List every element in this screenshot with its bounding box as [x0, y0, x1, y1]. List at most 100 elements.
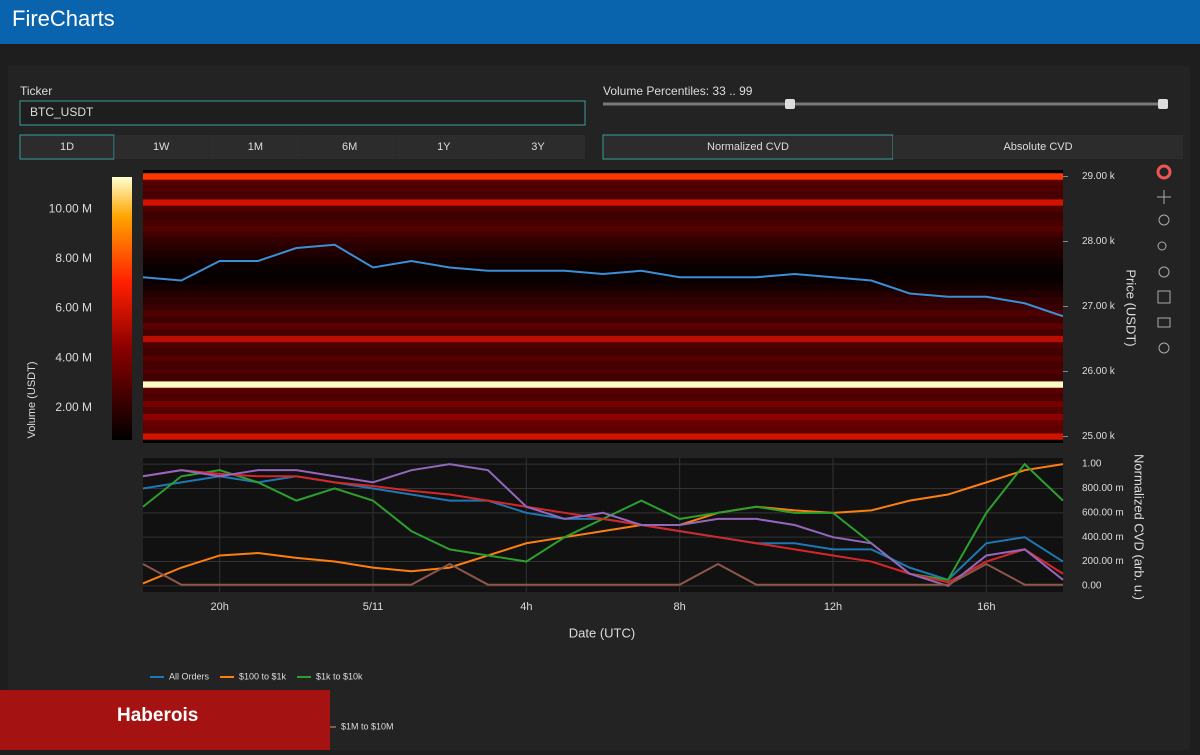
- heatmap-row: [143, 303, 1063, 310]
- pan-icon[interactable]: [1157, 190, 1171, 204]
- legend-label[interactable]: $1M to $10M: [341, 721, 394, 731]
- colorbar-tick-label: 6.00 M: [55, 301, 92, 315]
- heatmap-row: [143, 407, 1063, 414]
- range-button[interactable]: [19, 134, 115, 160]
- heatmap-row: [143, 179, 1063, 187]
- heatmap-row: [143, 335, 1063, 343]
- reset-icon[interactable]: [1158, 266, 1170, 278]
- hover-icon[interactable]: [1157, 317, 1171, 328]
- y-tick-label: 200.00 m: [1082, 556, 1124, 567]
- ticker-value: BTC_USDT: [30, 105, 94, 119]
- legend-label[interactable]: All Orders: [169, 671, 210, 681]
- compare-icon[interactable]: [1157, 241, 1167, 251]
- y-axis-title: Price (USDT): [1124, 269, 1139, 346]
- modebar: [1156, 164, 1172, 354]
- heatmap-row: [143, 394, 1063, 401]
- heatmap-row: [143, 238, 1063, 245]
- y-tick-label: 0.00: [1082, 581, 1102, 592]
- heatmap-row: [143, 368, 1063, 375]
- cvd-button-label: Absolute CVD: [1003, 141, 1072, 153]
- heatmap-row: [143, 342, 1063, 349]
- ticker-label: Ticker: [20, 84, 52, 98]
- y-tick-label: 800.00 m: [1082, 483, 1124, 494]
- cvd-button[interactable]: [893, 135, 1183, 159]
- zoom-icon[interactable]: [1158, 214, 1170, 226]
- y-tick-label: 1.00: [1082, 459, 1102, 470]
- range-button[interactable]: [114, 135, 209, 159]
- colorbar-tick-label: 2.00 M: [55, 400, 92, 414]
- cvd-bg: [143, 458, 1063, 592]
- heatmap-row: [143, 316, 1063, 323]
- range-button-label: 1Y: [437, 141, 451, 153]
- slider-handle[interactable]: [785, 99, 795, 109]
- x-tick-label: 16h: [977, 601, 995, 613]
- range-button[interactable]: [396, 135, 491, 159]
- range-button-label: 1D: [60, 141, 74, 153]
- heatmap-row: [143, 361, 1063, 369]
- heatmap-row: [143, 381, 1063, 388]
- watermark: Haberois: [117, 705, 198, 726]
- watermark-bar: [0, 690, 330, 750]
- heatmap-row: [143, 251, 1063, 258]
- heatmap-row: [143, 173, 1063, 180]
- heatmap-row: [143, 309, 1063, 317]
- heatmap-row: [143, 283, 1063, 291]
- y-tick-label: 27.00 k: [1082, 301, 1116, 312]
- heatmap-row: [143, 225, 1063, 232]
- logo-icon: [1156, 164, 1172, 180]
- y-axis-title: Normalized CVD (arb. u.): [1132, 454, 1147, 600]
- ticker-input[interactable]: [19, 100, 586, 126]
- cvd-button[interactable]: [602, 134, 894, 160]
- y-tick-label: 28.00 k: [1082, 236, 1116, 247]
- y-tick-label: 600.00 m: [1082, 507, 1124, 518]
- heatmap-row: [143, 212, 1063, 219]
- y-tick-label: 400.00 m: [1082, 532, 1124, 543]
- spike-icon[interactable]: [1158, 342, 1170, 354]
- range-button-label: 3Y: [531, 141, 545, 153]
- app-title: FireCharts: [12, 6, 115, 31]
- heatmap-row: [143, 192, 1063, 200]
- legend-label[interactable]: $100 to $1k: [239, 671, 287, 681]
- y-tick-label: 25.00 k: [1082, 431, 1116, 442]
- x-tick-label: 20h: [210, 601, 228, 613]
- heatmap-row: [143, 218, 1063, 226]
- heatmap-row: [143, 277, 1063, 284]
- y-tick-label: 26.00 k: [1082, 366, 1116, 377]
- cvd-button-label: Normalized CVD: [707, 141, 789, 153]
- x-tick-label: 5/11: [363, 601, 384, 613]
- colorbar-title: Volume (USDT): [26, 361, 38, 438]
- x-axis-title: Date (UTC): [569, 625, 635, 640]
- range-button[interactable]: [302, 135, 397, 159]
- x-tick-label: 4h: [520, 601, 532, 613]
- range-button[interactable]: [208, 135, 303, 159]
- heatmap-row: [143, 413, 1063, 421]
- cvd-line: [142, 463, 1064, 588]
- heatmap-row: [143, 244, 1063, 252]
- legend-label[interactable]: $1k to $10k: [316, 671, 363, 681]
- heatmap-row: [143, 199, 1063, 206]
- heatmap-row: [143, 426, 1063, 434]
- range-button-label: 1W: [153, 141, 170, 153]
- colorbar: [112, 177, 132, 440]
- heatmap-row: [143, 374, 1063, 382]
- range-button[interactable]: [491, 135, 585, 159]
- heatmap-row: [143, 420, 1063, 427]
- heatmap-row: [143, 290, 1063, 297]
- range-button-label: 1M: [248, 141, 263, 153]
- heatmap-row: [143, 329, 1063, 336]
- colorbar-tick-label: 4.00 M: [55, 350, 92, 364]
- colorbar-tick-label: 8.00 M: [55, 251, 92, 265]
- slider-handle[interactable]: [1158, 99, 1168, 109]
- heatmap-row: [143, 205, 1063, 213]
- heatmap-row: [143, 186, 1063, 193]
- heatmap-row: [143, 296, 1063, 304]
- heatmap-row: [143, 322, 1063, 330]
- heatmap-row: [143, 348, 1063, 356]
- heatmap-row: [143, 387, 1063, 395]
- header-bar: [0, 0, 1200, 44]
- heatmap-row: [143, 355, 1063, 362]
- percentile-label: Volume Percentiles: 33 .. 99: [603, 84, 753, 98]
- save-icon[interactable]: [1157, 290, 1171, 304]
